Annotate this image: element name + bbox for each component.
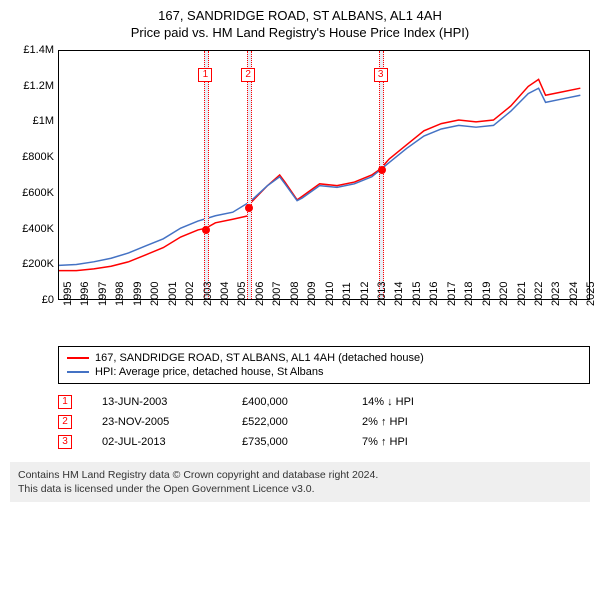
marker-row-delta: 14% ↓ HPI	[362, 396, 462, 408]
series-line	[59, 79, 580, 270]
y-tick-label: £200K	[10, 258, 54, 270]
sale-marker-box: 1	[198, 68, 212, 82]
chart-container: 167, SANDRIDGE ROAD, ST ALBANS, AL1 4AH …	[0, 0, 600, 502]
chart-subtitle: Price paid vs. HM Land Registry's House …	[0, 25, 600, 40]
sale-marker-box: 3	[374, 68, 388, 82]
marker-row-price: £522,000	[242, 416, 332, 428]
sale-point	[202, 226, 210, 234]
legend: 167, SANDRIDGE ROAD, ST ALBANS, AL1 4AH …	[58, 346, 590, 384]
series-line	[59, 88, 580, 265]
sale-marker-box: 2	[241, 68, 255, 82]
y-tick-label: £1.2M	[10, 80, 54, 92]
marker-row-date: 23-NOV-2005	[102, 416, 212, 428]
sale-band	[204, 51, 209, 299]
legend-label: HPI: Average price, detached house, St A…	[95, 366, 324, 378]
sale-point	[378, 166, 386, 174]
legend-swatch	[67, 371, 89, 373]
footer-line-1: Contains HM Land Registry data © Crown c…	[18, 468, 582, 482]
legend-label: 167, SANDRIDGE ROAD, ST ALBANS, AL1 4AH …	[95, 352, 424, 364]
chart-area: £0£200K£400K£600K£800K£1M£1.2M£1.4M19951…	[10, 50, 590, 340]
sale-point	[245, 204, 253, 212]
footer-line-2: This data is licensed under the Open Gov…	[18, 482, 582, 496]
y-tick-label: £1.4M	[10, 44, 54, 56]
y-tick-label: £600K	[10, 187, 54, 199]
chart-title: 167, SANDRIDGE ROAD, ST ALBANS, AL1 4AH	[0, 8, 600, 23]
plot-region	[58, 50, 590, 300]
plot-svg	[59, 51, 589, 299]
sale-band	[247, 51, 252, 299]
marker-row-index: 2	[58, 415, 72, 429]
marker-row-delta: 7% ↑ HPI	[362, 436, 462, 448]
y-tick-label: £800K	[10, 151, 54, 163]
marker-row-index: 3	[58, 435, 72, 449]
y-tick-label: £0	[10, 294, 54, 306]
marker-row: 1 13-JUN-2003 £400,000 14% ↓ HPI	[58, 392, 590, 412]
marker-row-price: £735,000	[242, 436, 332, 448]
legend-swatch	[67, 357, 89, 359]
y-tick-label: £1M	[10, 115, 54, 127]
sale-markers-table: 1 13-JUN-2003 £400,000 14% ↓ HPI 2 23-NOV-200…	[58, 392, 590, 452]
sale-band	[379, 51, 384, 299]
footer-attribution: Contains HM Land Registry data © Crown c…	[10, 462, 590, 502]
marker-row-date: 13-JUN-2003	[102, 396, 212, 408]
x-tick-label: 2025	[585, 282, 600, 306]
marker-row-date: 02-JUL-2013	[102, 436, 212, 448]
marker-row-price: £400,000	[242, 396, 332, 408]
legend-item: 167, SANDRIDGE ROAD, ST ALBANS, AL1 4AH …	[67, 351, 581, 365]
legend-item: HPI: Average price, detached house, St A…	[67, 365, 581, 379]
marker-row-delta: 2% ↑ HPI	[362, 416, 462, 428]
y-tick-label: £400K	[10, 223, 54, 235]
marker-row: 3 02-JUL-2013 £735,000 7% ↑ HPI	[58, 432, 590, 452]
marker-row: 2 23-NOV-2005 £522,000 2% ↑ HPI	[58, 412, 590, 432]
marker-row-index: 1	[58, 395, 72, 409]
